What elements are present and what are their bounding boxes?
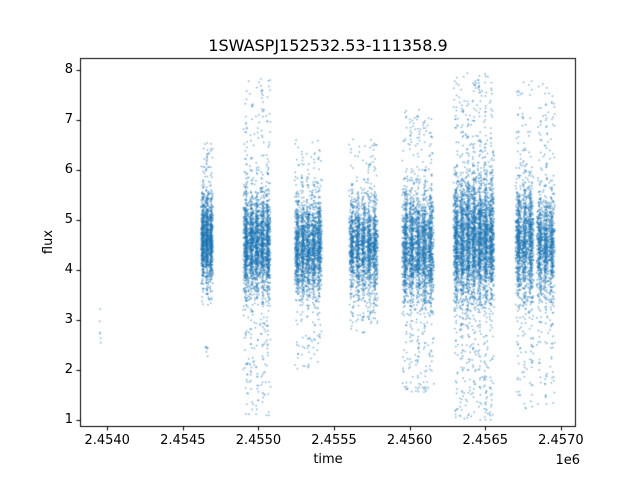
x-tick-label: 2.4560 xyxy=(386,433,433,448)
y-tick-label: 6 xyxy=(64,162,73,178)
y-axis-label: flux xyxy=(41,229,56,255)
y-tick-label: 5 xyxy=(64,212,73,228)
chart-title: 1SWASPJ152532.53-111358.9 xyxy=(208,36,448,55)
x-axis-offset-label: 1e6 xyxy=(555,453,580,468)
x-tick-label: 2.4565 xyxy=(462,433,509,448)
x-tick-label: 2.4555 xyxy=(311,433,357,448)
x-tick-label: 2.4545 xyxy=(160,433,206,448)
x-tick-label: 2.4550 xyxy=(235,433,282,448)
y-tick-label: 7 xyxy=(64,112,73,128)
x-tick-label: 2.4540 xyxy=(84,433,130,448)
x-tick-label: 2.4570 xyxy=(538,433,584,448)
y-tick-label: 1 xyxy=(64,412,73,427)
y-tick-label: 8 xyxy=(64,62,73,78)
x-axis-label: time xyxy=(313,452,343,467)
y-tick-label: 3 xyxy=(64,312,73,328)
y-tick-label: 2 xyxy=(64,362,73,378)
y-tick-label: 4 xyxy=(64,262,73,278)
